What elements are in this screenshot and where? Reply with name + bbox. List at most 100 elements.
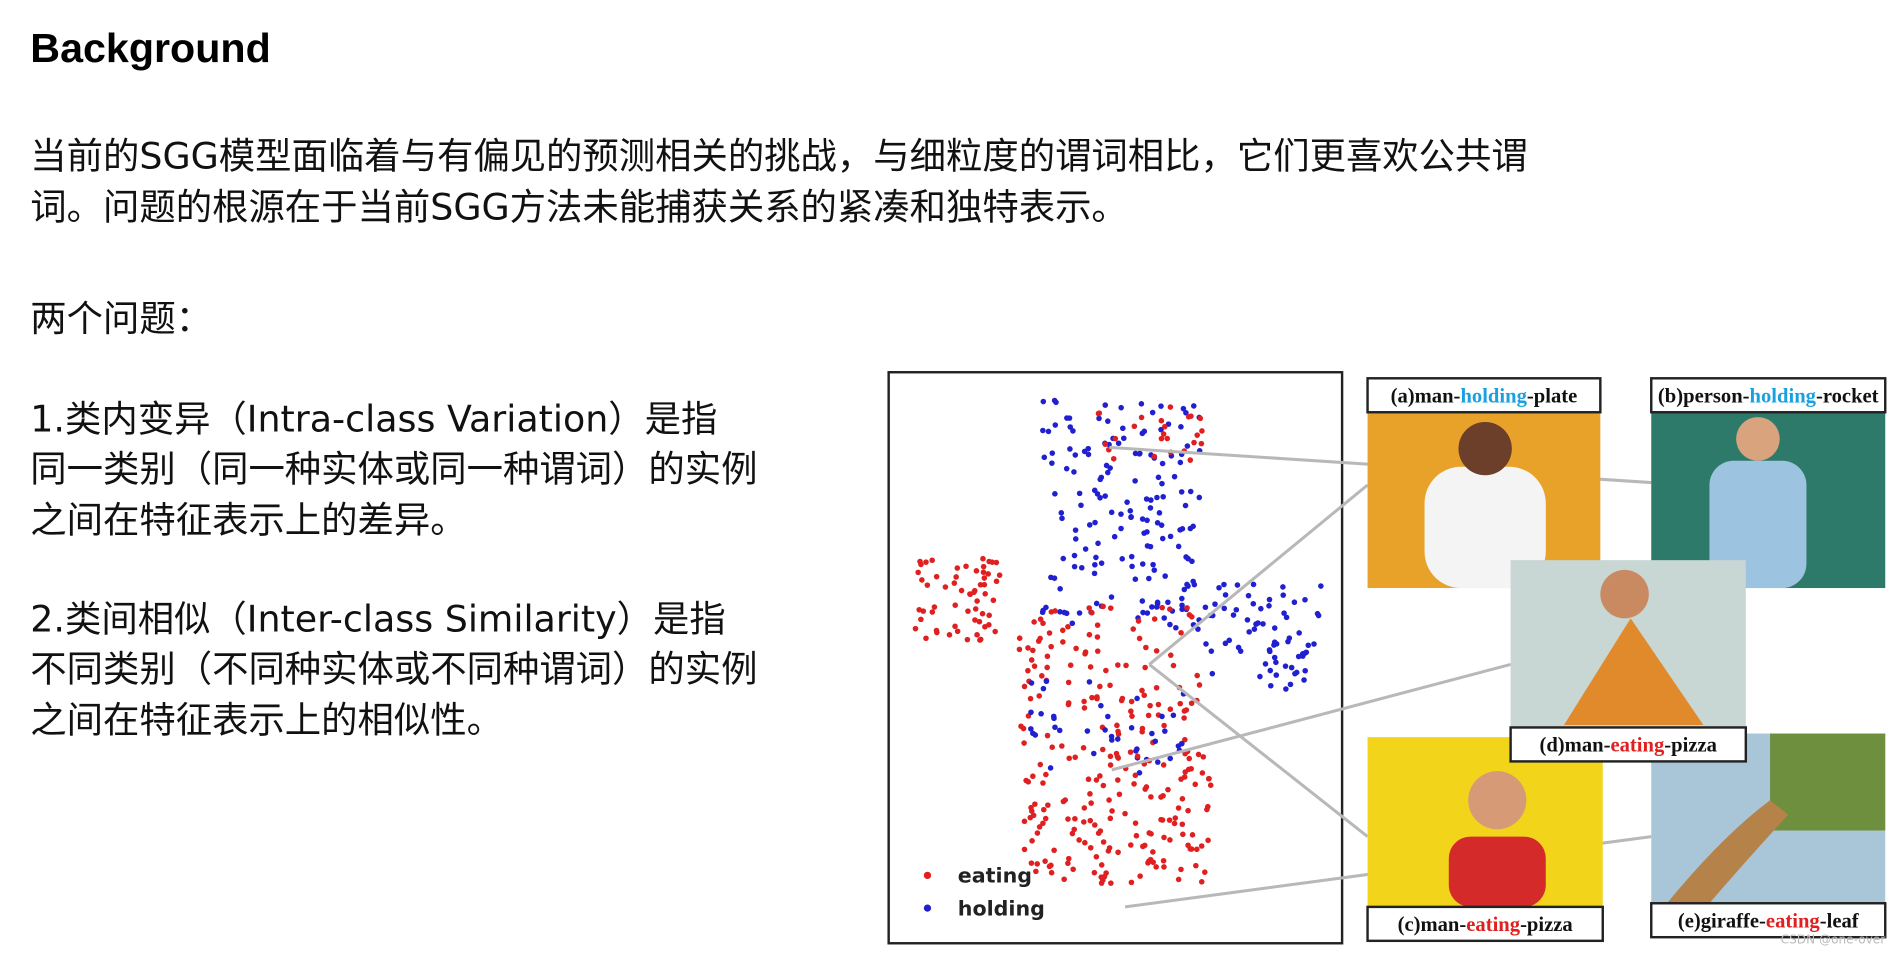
- scatter-dot: [1108, 880, 1114, 886]
- scatter-dot: [1181, 774, 1188, 780]
- scatter-dot: [1132, 576, 1139, 582]
- scatter-dot: [1145, 712, 1152, 719]
- scatter-dot: [1107, 762, 1114, 768]
- scatter-dot: [1161, 834, 1167, 841]
- scatter-dot: [1115, 849, 1121, 856]
- caption-verb: eating: [1766, 911, 1821, 933]
- scatter-dot: [1128, 514, 1134, 520]
- scatter-dot: [1132, 820, 1139, 826]
- scatter-dot: [1107, 815, 1114, 822]
- caption-part: (b)person-: [1658, 386, 1750, 408]
- scatter-dot: [1196, 682, 1203, 688]
- scatter-dot: [1070, 866, 1076, 873]
- scatter-dot: [1167, 404, 1174, 410]
- scatter-dot: [1103, 870, 1109, 876]
- scatter-dot: [1271, 654, 1278, 661]
- scatter-dot: [1138, 401, 1145, 407]
- scatter-dot: [1040, 820, 1046, 827]
- scatter-dot: [1271, 625, 1278, 631]
- scatter-dot: [1128, 708, 1134, 715]
- scatter-dot: [1129, 713, 1135, 719]
- scatter-dot: [993, 559, 1000, 566]
- scatter-dot: [1120, 435, 1127, 442]
- scatter-dot: [1071, 826, 1077, 833]
- scatter-dot: [1059, 515, 1065, 522]
- photo-detail: [1448, 836, 1546, 907]
- scatter-dot: [1162, 728, 1168, 734]
- scatter-dot: [1076, 610, 1083, 616]
- caption-part: -rocket: [1816, 386, 1879, 408]
- scatter-dot: [1061, 876, 1067, 883]
- scatter-dot: [1149, 409, 1156, 416]
- scatter-dot: [1262, 661, 1269, 667]
- scatter-dot: [1043, 678, 1050, 685]
- scatter-dot: [1159, 480, 1165, 487]
- scatter-dot: [1188, 765, 1194, 772]
- scatter-dot: [1288, 664, 1295, 671]
- scatter-dot: [1193, 862, 1199, 869]
- scatter-dot: [1082, 546, 1089, 552]
- legend-label: holding: [958, 896, 1045, 920]
- scatter-dot: [1111, 533, 1118, 540]
- scatter-dot: [1063, 610, 1070, 617]
- caption-part: (e)giraffe-: [1678, 911, 1766, 933]
- scatter-dot: [1135, 618, 1142, 624]
- scatter-dot: [1286, 635, 1293, 641]
- scatter-dot: [1132, 478, 1138, 484]
- scatter-dot: [1081, 698, 1087, 705]
- scatter-dot: [1039, 673, 1045, 679]
- scatter-dot: [996, 572, 1003, 578]
- scatter-dot: [1141, 692, 1148, 699]
- scatter-dot: [1179, 740, 1185, 747]
- scatter-dot: [1158, 522, 1165, 528]
- scatter-dot: [1081, 819, 1087, 825]
- scatter-dot: [1097, 773, 1103, 779]
- scatter-dot: [1082, 650, 1088, 657]
- scatter-dot: [1037, 635, 1043, 642]
- scatter-dot: [1188, 700, 1195, 707]
- scatter-dot: [1100, 782, 1107, 789]
- scatter-dot: [1027, 695, 1034, 702]
- scatter-dot: [1089, 609, 1095, 616]
- scatter-dot: [1097, 683, 1103, 690]
- scatter-dot: [1180, 831, 1186, 838]
- scatter-dot: [1066, 755, 1073, 762]
- scatter-dot: [1094, 634, 1101, 640]
- scatter-dot: [1108, 594, 1115, 600]
- scatter-dot: [1098, 560, 1105, 566]
- scatter-dot: [1086, 679, 1093, 685]
- scatter-dot: [1040, 780, 1046, 786]
- scatter-dot: [954, 565, 961, 571]
- scatter-dot: [1106, 845, 1113, 851]
- caption-box: [1366, 905, 1604, 943]
- scatter-dot: [1175, 543, 1182, 550]
- scatter-dot: [1161, 423, 1168, 430]
- scatter-dot: [1106, 797, 1112, 803]
- scatter-dot: [1190, 578, 1196, 585]
- captions: (a)man-holding-plate (b)person-holding-ro…: [1366, 377, 1887, 943]
- scatter-dot: [953, 574, 959, 580]
- scatter-dot: [1086, 631, 1093, 638]
- scatter-dot: [951, 580, 958, 586]
- scatter-dot: [1160, 792, 1166, 799]
- scatter-dot: [1190, 403, 1197, 409]
- scatter-dot: [1153, 864, 1159, 870]
- scatter-dot: [1131, 423, 1138, 430]
- legend-swatch: [923, 904, 932, 912]
- scatter-dot: [963, 563, 969, 570]
- scatter-dot: [1102, 727, 1108, 733]
- scatter-dot: [1025, 779, 1032, 785]
- scatter-dot: [952, 623, 958, 630]
- scatter-dot: [1107, 753, 1114, 760]
- caption-verb: holding: [1460, 386, 1527, 408]
- scatter-dot: [1209, 670, 1216, 677]
- scatter-dot: [1196, 494, 1203, 501]
- scatter-dot: [982, 623, 988, 630]
- scatter-dot: [1146, 575, 1152, 582]
- scatter-dot: [1112, 435, 1119, 442]
- scatter-dot: [990, 597, 997, 604]
- scatter-dot: [1081, 448, 1088, 455]
- scatter-dot: [1081, 705, 1088, 711]
- scatter-dot: [1059, 627, 1066, 634]
- scatter-dot: [1052, 422, 1059, 428]
